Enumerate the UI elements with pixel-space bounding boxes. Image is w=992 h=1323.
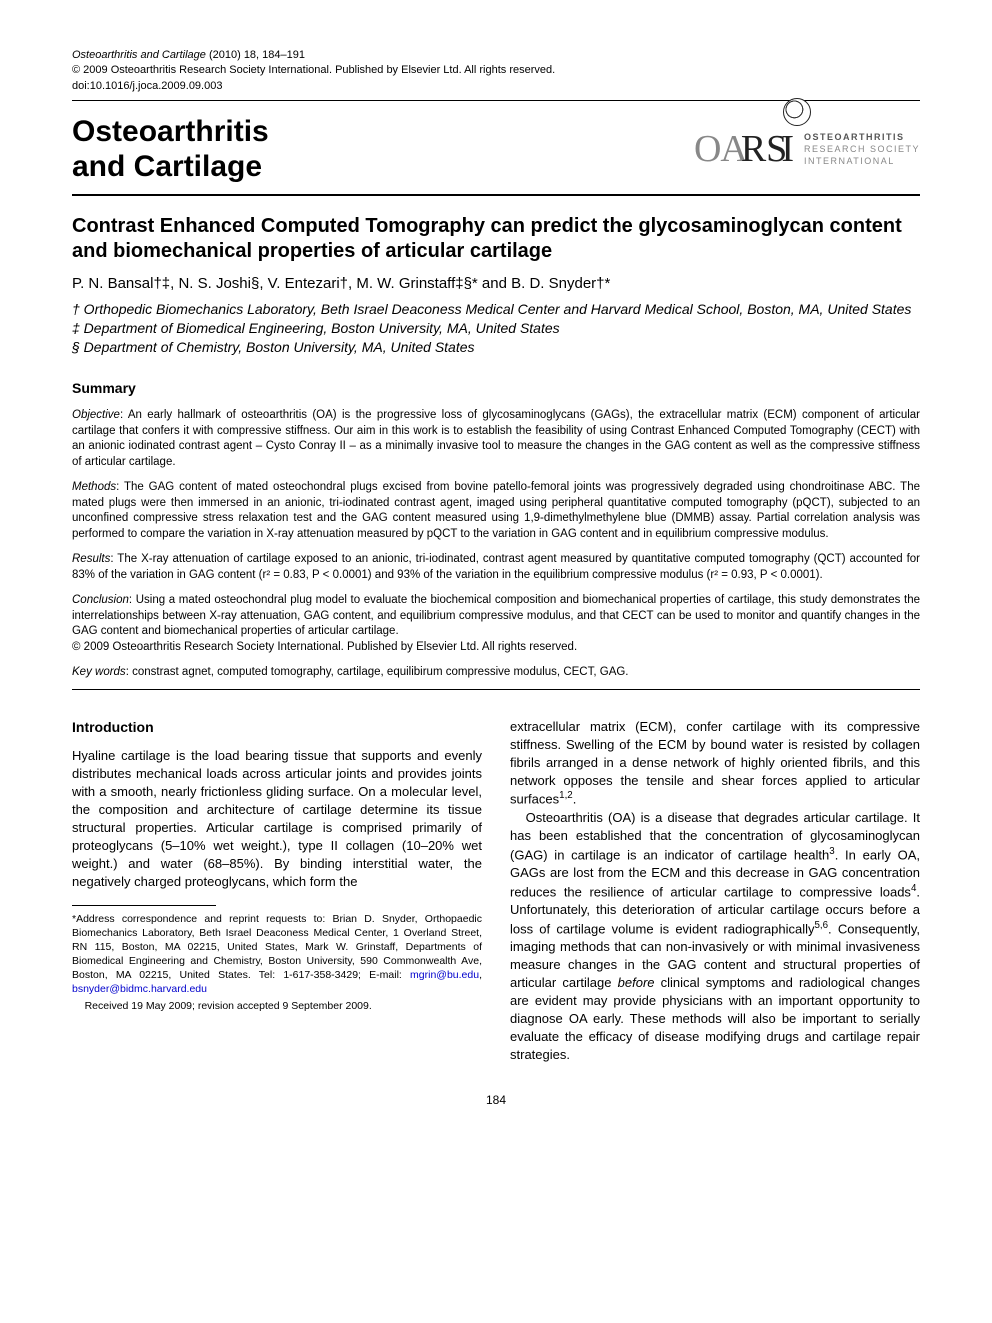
journal-title-line2: and Cartilage [72, 150, 262, 183]
email-link-2[interactable]: bsnyder@bidmc.harvard.edu [72, 983, 207, 995]
abstract-objective: Objective: An early hallmark of osteoart… [72, 408, 920, 470]
introduction-heading: Introduction [72, 718, 482, 737]
journal-title: Osteoarthritis and Cartilage [72, 115, 269, 184]
methods-text: : The GAG content of mated osteochondral… [72, 481, 920, 540]
intro-emphasis: before [618, 975, 655, 990]
results-label: Results [72, 553, 110, 565]
doi-line: doi:10.1016/j.joca.2009.09.003 [72, 80, 222, 92]
ref-1-2: 1,2 [559, 790, 573, 801]
results-text: : The X-ray attenuation of cartilage exp… [72, 553, 920, 581]
logo-mark: OA RS I [694, 124, 794, 175]
logo-line1: OSTEOARTHRITIS [804, 132, 920, 144]
volume-pages: (2010) 18, 184–191 [206, 49, 305, 61]
affiliation-2: ‡ Department of Biomedical Engineering, … [72, 319, 920, 338]
body-columns: Introduction Hyaline cartilage is the lo… [72, 718, 920, 1064]
abstract-copyright: © 2009 Osteoarthritis Research Society I… [72, 641, 577, 653]
affiliation-1: † Orthopedic Biomechanics Laboratory, Be… [72, 300, 920, 319]
globe-icon [783, 98, 811, 126]
header-meta: Osteoarthritis and Cartilage (2010) 18, … [72, 48, 920, 94]
received-line: Received 19 May 2009; revision accepted … [72, 999, 482, 1013]
conclusion-text: : Using a mated osteochondral plug model… [72, 594, 920, 637]
intro-p1-col2: extracellular matrix (ECM), confer carti… [510, 718, 920, 809]
footnote-separator [72, 905, 216, 906]
page-number: 184 [72, 1092, 920, 1108]
rule-under-journal [72, 194, 920, 196]
affiliations: † Orthopedic Biomechanics Laboratory, Be… [72, 300, 920, 357]
intro-p1-col1: Hyaline cartilage is the load bearing ti… [72, 747, 482, 891]
ref-5-6: 5,6 [814, 920, 828, 931]
objective-text: : An early hallmark of osteoarthritis (O… [72, 409, 920, 468]
copyright-line: © 2009 Osteoarthritis Research Society I… [72, 64, 555, 76]
methods-label: Methods [72, 481, 116, 493]
summary-heading: Summary [72, 379, 920, 398]
abstract-results: Results: The X-ray attenuation of cartil… [72, 552, 920, 583]
abstract: Objective: An early hallmark of osteoart… [72, 408, 920, 655]
objective-label: Objective [72, 409, 120, 421]
logo-line3: INTERNATIONAL [804, 156, 920, 168]
logo-subtitle: OSTEOARTHRITIS RESEARCH SOCIETY INTERNAT… [804, 132, 920, 167]
logo-oa-text: OA [694, 124, 747, 175]
article-title: Contrast Enhanced Computed Tomography ca… [72, 214, 920, 264]
rule-after-abstract [72, 689, 920, 690]
email-link-1[interactable]: mgrin@bu.edu [410, 969, 479, 981]
conclusion-label: Conclusion [72, 594, 129, 606]
oarsi-logo: OA RS I OSTEOARTHRITIS RESEARCH SOCIETY … [694, 124, 920, 175]
logo-line2: RESEARCH SOCIETY [804, 144, 920, 156]
footnote-sep: , [479, 969, 482, 981]
abstract-conclusion: Conclusion: Using a mated osteochondral … [72, 593, 920, 655]
abstract-methods: Methods: The GAG content of mated osteoc… [72, 480, 920, 542]
journal-name: Osteoarthritis and Cartilage [72, 49, 206, 61]
affiliation-3: § Department of Chemistry, Boston Univer… [72, 338, 920, 357]
keywords-text: : constrast agnet, computed tomography, … [126, 666, 629, 678]
intro-p2: Osteoarthritis (OA) is a disease that de… [510, 809, 920, 1064]
correspondence-footnote: *Address correspondence and reprint requ… [72, 912, 482, 1013]
journal-title-line1: Osteoarthritis [72, 115, 269, 148]
logo-i-text: I [781, 124, 794, 175]
authors: P. N. Bansal†‡, N. S. Joshi§, V. Entezar… [72, 274, 920, 294]
journal-title-row: Osteoarthritis and Cartilage OA RS I OST… [72, 115, 920, 184]
keywords-label: Key words [72, 666, 126, 678]
keywords: Key words: constrast agnet, computed tom… [72, 665, 920, 681]
